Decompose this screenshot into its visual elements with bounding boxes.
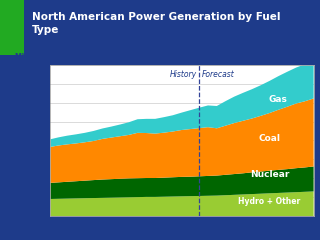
Text: MW (000's): MW (000's): [15, 53, 60, 59]
Text: North American Power Generation by Fuel
Type: North American Power Generation by Fuel …: [32, 12, 281, 35]
Text: Gas: Gas: [269, 95, 288, 104]
Text: Hydro + Other: Hydro + Other: [238, 197, 301, 206]
FancyBboxPatch shape: [0, 0, 24, 55]
Text: Forecast: Forecast: [202, 71, 235, 79]
Text: Nuclear: Nuclear: [250, 170, 289, 179]
Text: History: History: [169, 71, 196, 79]
Text: Coal: Coal: [259, 134, 281, 143]
